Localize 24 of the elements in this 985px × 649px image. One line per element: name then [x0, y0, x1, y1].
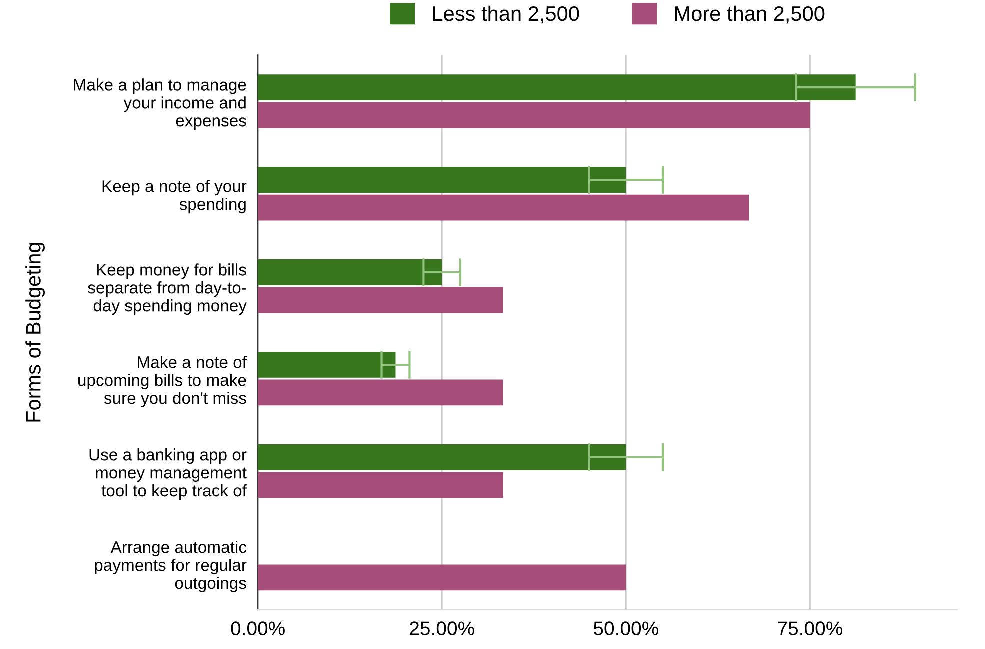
bar [258, 564, 626, 591]
bar [258, 444, 626, 470]
y-axis-title: Forms of Budgeting [26, 243, 46, 422]
y-tick-label: Use a banking app or money management tool to keep track of [90, 448, 247, 500]
bar [258, 260, 442, 286]
x-tick-label: 50.00% [594, 622, 658, 636]
bar [258, 472, 504, 498]
bar [258, 102, 810, 128]
bar [258, 74, 856, 100]
y-tick-label: Keep a note of your spending [102, 180, 247, 214]
x-tick-label: 75.00% [778, 622, 842, 636]
bar [258, 380, 504, 406]
bar [258, 194, 750, 221]
legend-label: More than 2,500 [675, 6, 825, 24]
y-tick-label: Arrange automatic payments for regular outgoings [95, 541, 247, 592]
x-tick-label: 0.00% [231, 622, 285, 636]
x-tick-label: 25.00% [410, 622, 474, 636]
bar [258, 287, 504, 314]
bar [258, 352, 396, 378]
bar [258, 167, 626, 193]
y-tick-label: Keep money for bills separate from day-to- day spending money [88, 264, 247, 316]
y-tick-label: Make a plan to manage your income and expenses [74, 78, 246, 130]
legend-label: Less than 2,500 [433, 6, 580, 24]
y-tick-label: Make a note of upcoming bills to make sure you don't miss [78, 356, 247, 408]
